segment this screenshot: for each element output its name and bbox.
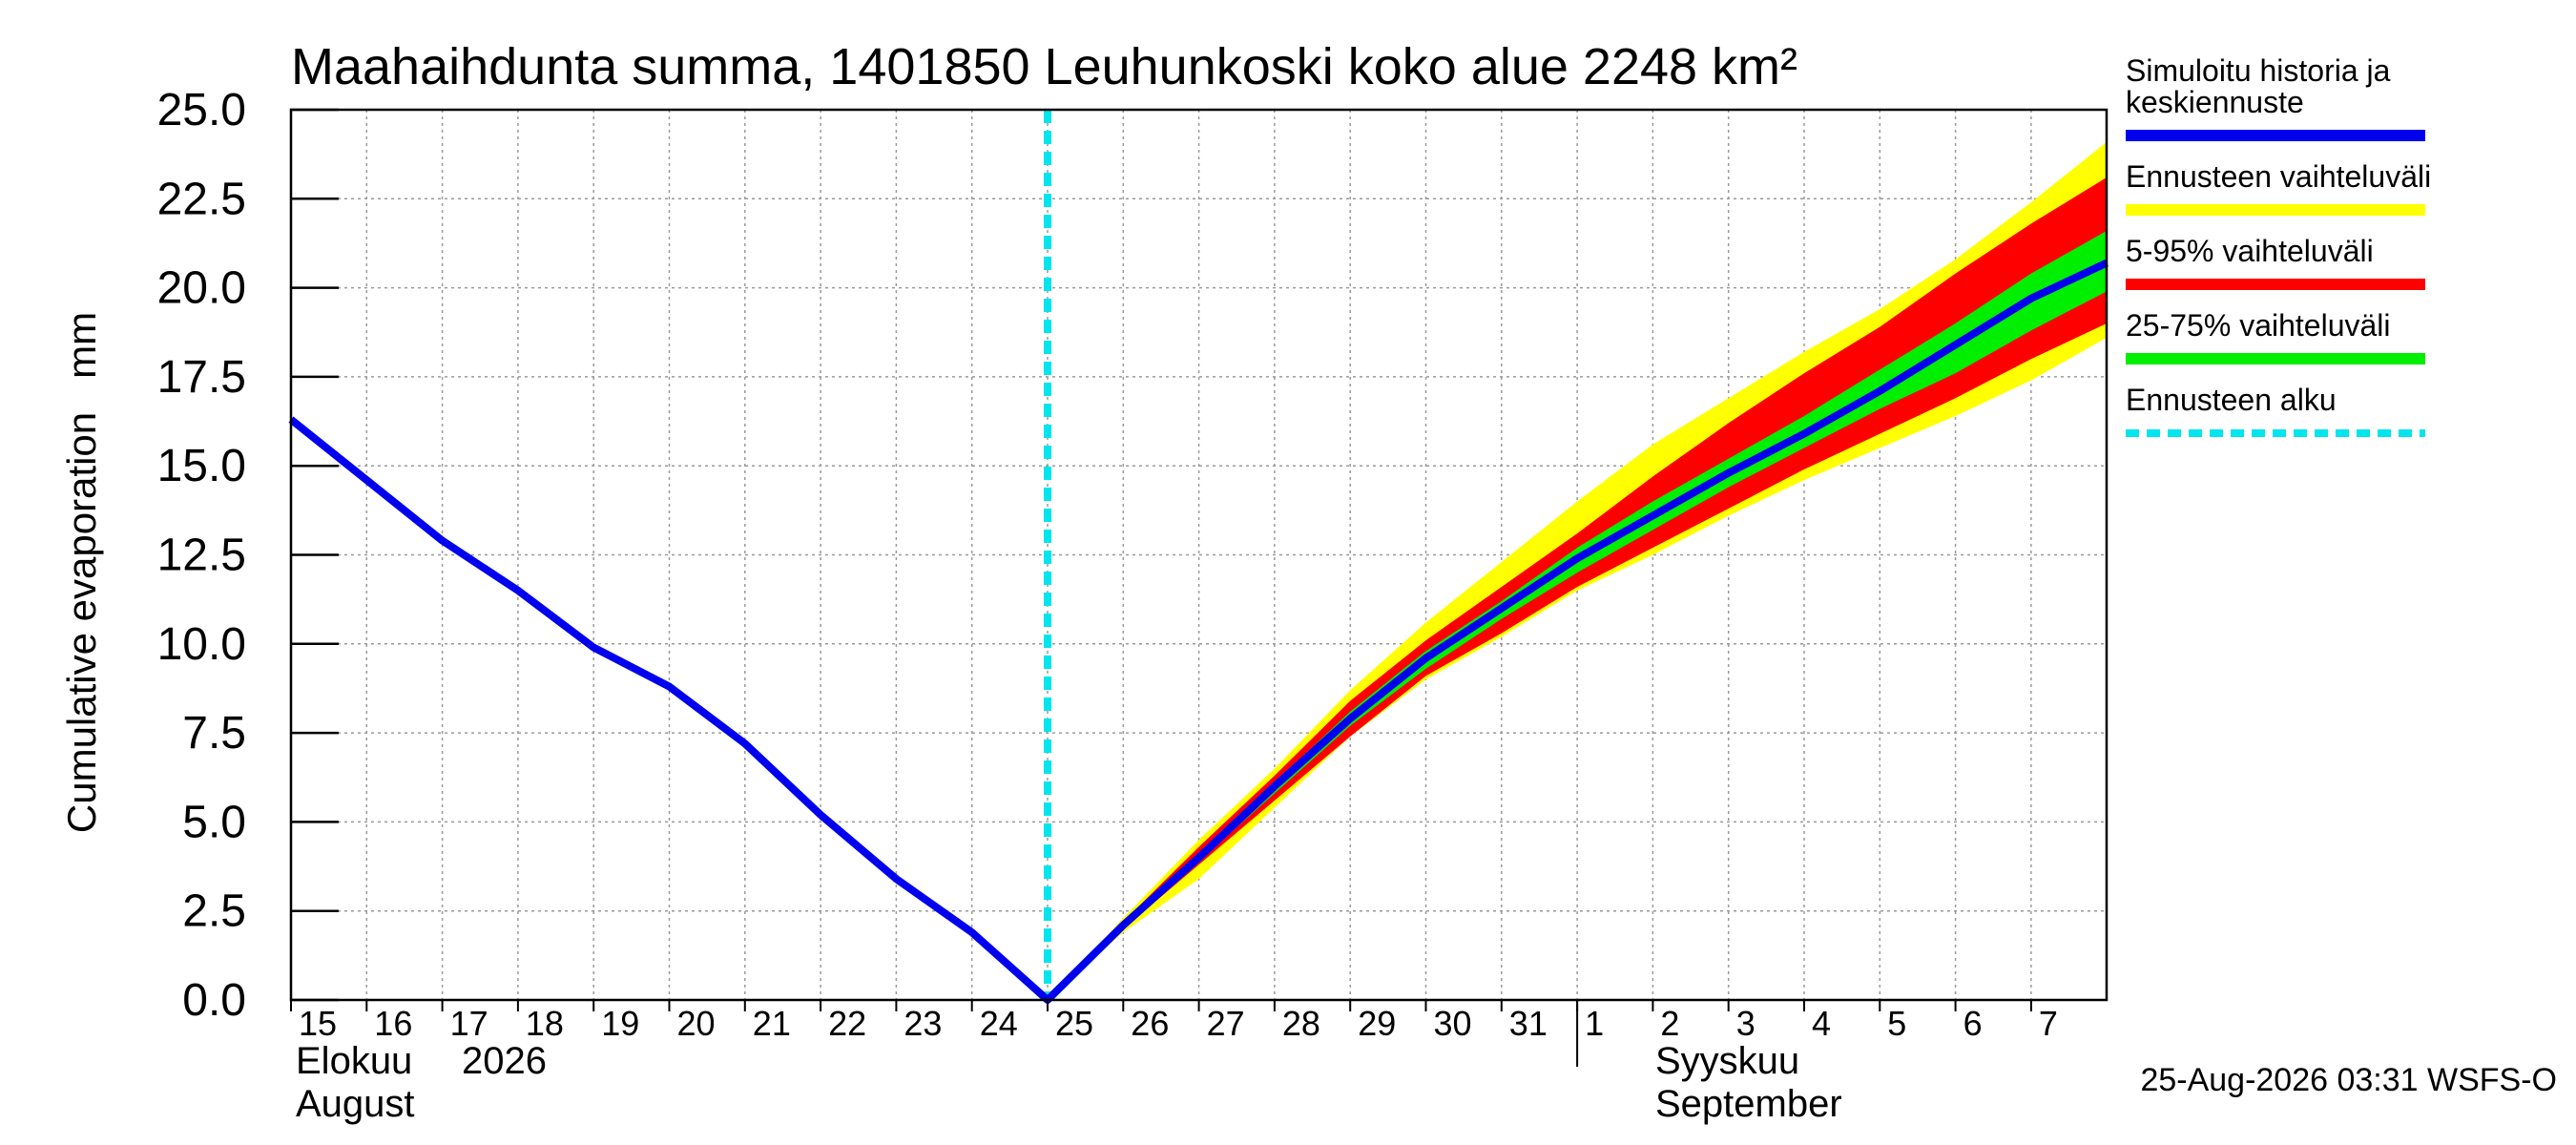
legend-swatch-5-95 (2126, 279, 2425, 290)
y-tick-label: 7.5 (182, 708, 246, 759)
x-tick-label: 31 (1509, 1004, 1548, 1043)
legend-label-history-line1: Simuloitu historia ja (2126, 53, 2391, 88)
month-labels: Elokuu 2026 August Syyskuu September (296, 1040, 1842, 1125)
legend-label-history-line2: keskiennuste (2126, 85, 2304, 119)
month-label-sep-fi: Syyskuu (1655, 1040, 1799, 1082)
x-tick-label: 25 (1055, 1004, 1093, 1043)
month-label-year: 2026 (462, 1040, 547, 1082)
x-tick-label: 24 (980, 1004, 1018, 1043)
x-tick-label: 21 (753, 1004, 791, 1043)
footer-timestamp: 25-Aug-2026 03:31 WSFS-O (2140, 1062, 2557, 1098)
x-tick-label: 29 (1358, 1004, 1396, 1043)
legend-label-range: Ennusteen vaihteluväli (2126, 159, 2431, 194)
x-tick-label: 18 (526, 1004, 564, 1043)
x-tick-label: 7 (2039, 1004, 2058, 1043)
x-tick-label: 4 (1812, 1004, 1831, 1043)
legend-label-forecast-start: Ennusteen alku (2126, 383, 2337, 417)
x-tick-label: 19 (601, 1004, 639, 1043)
x-tick-label: 1 (1585, 1004, 1604, 1043)
x-tick-label: 2 (1660, 1004, 1679, 1043)
y-tick-label: 15.0 (157, 441, 246, 491)
legend-swatch-history (2126, 130, 2425, 141)
legend-swatch-25-75 (2126, 353, 2425, 364)
legend-swatch-range (2126, 204, 2425, 216)
x-tick-label: 26 (1131, 1004, 1169, 1043)
month-label-sep-en: September (1655, 1083, 1842, 1125)
series-lines (288, 110, 2109, 1004)
y-tick-label: 20.0 (157, 263, 246, 314)
x-tick-label: 20 (677, 1004, 716, 1043)
band-5-95 (1048, 177, 2108, 1000)
x-tick-label: 5 (1887, 1004, 1906, 1043)
x-tick-label: 22 (828, 1004, 866, 1043)
x-tick-label: 6 (1963, 1004, 1983, 1043)
y-tick-label: 12.5 (157, 531, 246, 581)
x-tick-label: 30 (1434, 1004, 1472, 1043)
band-25-75 (1048, 230, 2108, 1000)
y-tick-label: 2.5 (182, 886, 246, 937)
y-tick-label: 5.0 (182, 797, 246, 847)
y-tick-label: 25.0 (157, 85, 246, 135)
legend: Simuloitu historia ja keskiennuste Ennus… (2126, 53, 2431, 437)
axes (289, 108, 2109, 1067)
legend-label-25-75: 25-75% vaihteluväli (2126, 308, 2391, 343)
y-tick-labels: 0.0 2.5 5.0 7.5 10.0 12.5 15.0 17.5 20.0 22.5 25.0 (157, 85, 246, 1026)
x-tick-labels: 15 16 17 18 19 20 21 22 23 24 25 26 27 28 29 30 31 1 2 3 4 5 6… (299, 1004, 2058, 1043)
y-axis-label: Cumulative evaporation mm (59, 312, 104, 833)
y-tick-label: 17.5 (157, 352, 246, 403)
x-tick-label: 27 (1207, 1004, 1245, 1043)
x-tick-label: 16 (374, 1004, 412, 1043)
x-tick-label: 23 (904, 1004, 942, 1043)
x-tick-label: 28 (1282, 1004, 1320, 1043)
x-tick-label: 15 (299, 1004, 337, 1043)
y-tick-label: 0.0 (182, 975, 246, 1026)
chart-title: Maahaihdunta summa, 1401850 Leuhunkoski … (291, 38, 1797, 95)
forecast-bands (1048, 141, 2108, 1000)
legend-label-5-95: 5-95% vaihteluväli (2126, 234, 2374, 268)
y-tick-label: 22.5 (157, 174, 246, 224)
x-tick-label: 3 (1736, 1004, 1755, 1043)
y-tick-label: 10.0 (157, 619, 246, 670)
median-series-line (288, 259, 2109, 1004)
month-label-aug-fi: Elokuu (296, 1040, 412, 1082)
x-tick-label: 17 (450, 1004, 488, 1043)
month-label-aug-en: August (296, 1083, 415, 1125)
